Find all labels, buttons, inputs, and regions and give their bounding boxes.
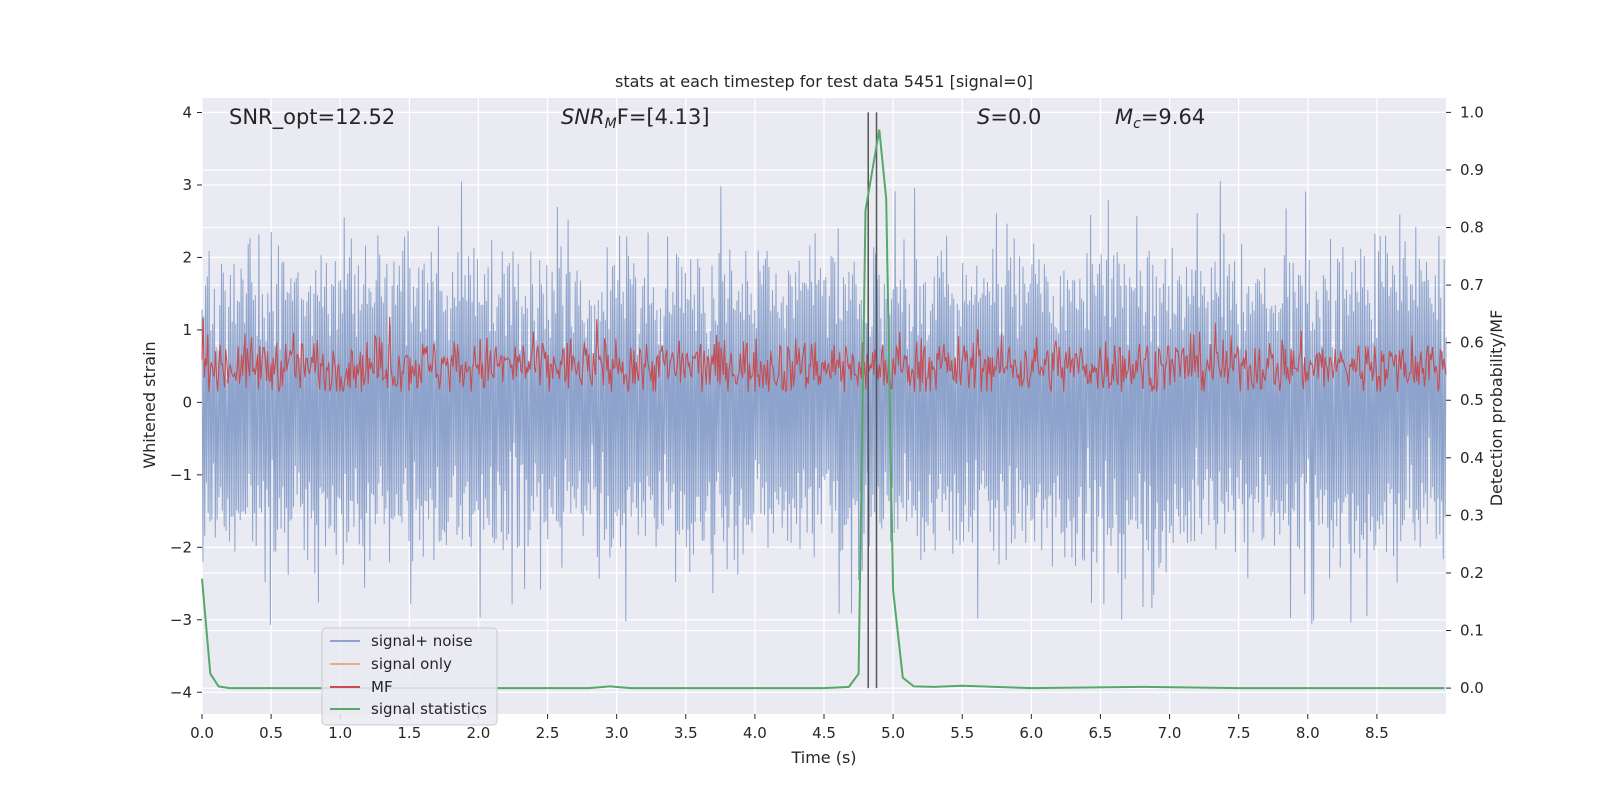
legend: signal+ noise signal only MF signal stat… bbox=[321, 627, 498, 726]
x-axis-label: Time (s) bbox=[790, 748, 856, 767]
y-tick-label-−4: −4 bbox=[170, 683, 192, 701]
y-tick-label-3: 3 bbox=[182, 176, 192, 194]
chart-title: stats at each timestep for test data 545… bbox=[615, 72, 1033, 91]
legend-label-mf: MF bbox=[371, 678, 393, 696]
axis-ticks: 0.0 0.5 1.0 1.5 2.0 2.5 3.0 3.5 4.0 4.5 5.0 5.5 6.0 6… bbox=[170, 103, 1484, 742]
y2-tick-label-0.3: 0.3 bbox=[1460, 506, 1484, 524]
series-signal-noise bbox=[201, 180, 1447, 626]
y-tick-label-−2: −2 bbox=[170, 538, 192, 556]
x-tick-label-3.5: 3.5 bbox=[674, 724, 698, 742]
x-tick-label-4.0: 4.0 bbox=[743, 724, 767, 742]
x-tick-label-7.0: 7.0 bbox=[1158, 724, 1182, 742]
vertical-markers bbox=[867, 112, 878, 689]
mf-trace bbox=[201, 316, 1447, 394]
x-tick-label-6.5: 6.5 bbox=[1089, 724, 1113, 742]
x-tick-label-5.5: 5.5 bbox=[950, 724, 974, 742]
series-mf bbox=[201, 316, 1447, 394]
series-signal-statistics bbox=[201, 129, 1445, 690]
x-tick-label-2.5: 2.5 bbox=[536, 724, 560, 742]
y-tick-label-1: 1 bbox=[182, 321, 192, 339]
y2-tick-label-0.2: 0.2 bbox=[1460, 564, 1484, 582]
legend-label-signal-only: signal only bbox=[371, 655, 452, 673]
x-tick-label-4.5: 4.5 bbox=[812, 724, 836, 742]
annotation-s: S=0.0 bbox=[977, 105, 1041, 129]
noise-trace bbox=[201, 180, 1447, 626]
x-tick-label-1.5: 1.5 bbox=[397, 724, 421, 742]
signal-statistics-line bbox=[201, 129, 1445, 690]
x-tick-label-7.5: 7.5 bbox=[1227, 724, 1251, 742]
legend-label-signal-statistics: signal statistics bbox=[371, 700, 487, 718]
y2-tick-label-0.1: 0.1 bbox=[1460, 622, 1484, 640]
x-tick-label-3.0: 3.0 bbox=[605, 724, 629, 742]
y-axis-label: Whitened strain bbox=[140, 341, 159, 468]
y2-tick-label-0.5: 0.5 bbox=[1460, 391, 1484, 409]
x-tick-label-5.0: 5.0 bbox=[881, 724, 905, 742]
legend-box bbox=[321, 627, 498, 726]
y2-tick-label-0.4: 0.4 bbox=[1460, 449, 1484, 467]
annotation-snr-mf: SNRMF=[4.13] bbox=[561, 105, 710, 132]
x-tick-label-0.5: 0.5 bbox=[259, 724, 283, 742]
y2-tick-label-0.8: 0.8 bbox=[1460, 219, 1484, 237]
y2-tick-label-0.0: 0.0 bbox=[1460, 679, 1484, 697]
x-tick-label-0.0: 0.0 bbox=[190, 724, 214, 742]
y-tick-label-−3: −3 bbox=[170, 611, 192, 629]
y2-tick-label-1.0: 1.0 bbox=[1460, 103, 1484, 121]
y2-tick-label-0.7: 0.7 bbox=[1460, 276, 1484, 294]
x-tick-label-2.0: 2.0 bbox=[467, 724, 491, 742]
x-tick-label-6.0: 6.0 bbox=[1019, 724, 1043, 742]
legend-label-signal-noise: signal+ noise bbox=[371, 632, 473, 650]
y-tick-label-4: 4 bbox=[182, 103, 192, 121]
x-tick-label-8.5: 8.5 bbox=[1365, 724, 1389, 742]
annotation-mc: Mc=9.64 bbox=[1115, 105, 1205, 132]
x-tick-label-1.0: 1.0 bbox=[328, 724, 352, 742]
y2-axis-label: Detection probability/MF bbox=[1487, 310, 1506, 507]
y2-tick-label-0.9: 0.9 bbox=[1460, 161, 1484, 179]
y2-tick-label-0.6: 0.6 bbox=[1460, 334, 1484, 352]
x-tick-label-8.0: 8.0 bbox=[1296, 724, 1320, 742]
y-tick-label-−1: −1 bbox=[170, 466, 192, 484]
y-tick-label-2: 2 bbox=[182, 248, 192, 266]
grid-lines bbox=[201, 98, 1446, 714]
annotation-snr-opt: SNR_opt=12.52 bbox=[229, 105, 395, 130]
y-tick-label-0: 0 bbox=[182, 393, 192, 411]
